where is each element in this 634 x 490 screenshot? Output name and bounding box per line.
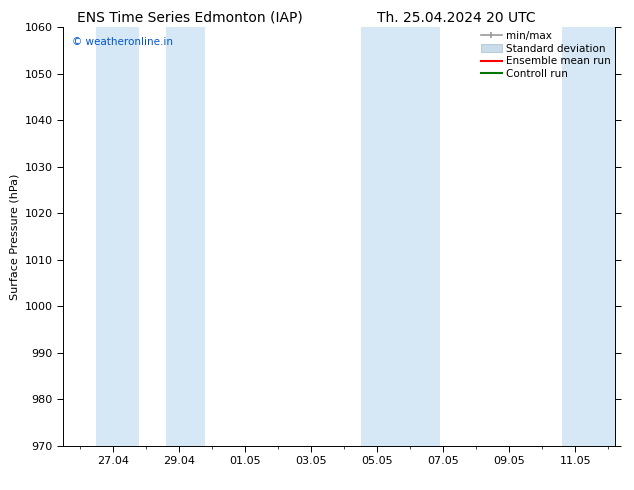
Text: Th. 25.04.2024 20 UTC: Th. 25.04.2024 20 UTC	[377, 11, 536, 25]
Text: © weatheronline.in: © weatheronline.in	[72, 37, 172, 48]
Bar	[165, 27, 205, 446]
Legend: min/max, Standard deviation, Ensemble mean run, Controll run: min/max, Standard deviation, Ensemble me…	[479, 29, 613, 81]
Text: ENS Time Series Edmonton (IAP): ENS Time Series Edmonton (IAP)	[77, 11, 303, 25]
Bar	[361, 27, 420, 446]
Bar	[420, 27, 440, 446]
Bar	[562, 27, 615, 446]
Bar	[96, 27, 139, 446]
Y-axis label: Surface Pressure (hPa): Surface Pressure (hPa)	[10, 173, 19, 299]
